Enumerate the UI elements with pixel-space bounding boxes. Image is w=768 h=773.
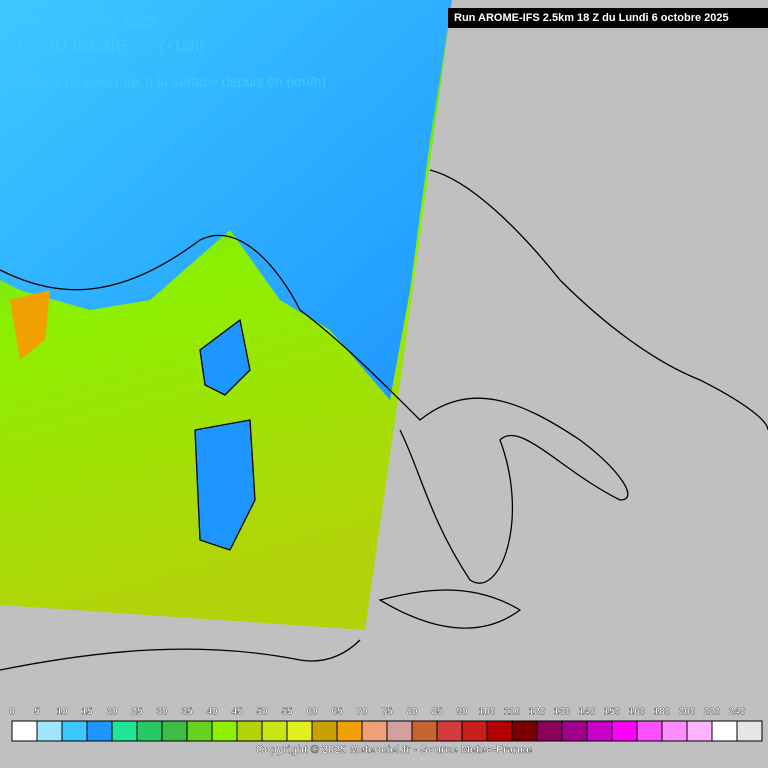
legend-label: 85 (431, 707, 443, 718)
time: 12:00 locale (14, 34, 127, 57)
legend-label: 240 (729, 707, 746, 718)
legend-label: 90 (456, 707, 468, 718)
copyright: Copyright © 2025 Meteociel.fr - Source M… (256, 744, 532, 756)
legend-swatch (136, 720, 163, 742)
legend-swatch (486, 720, 513, 742)
legend-swatch (736, 720, 763, 742)
legend-label: 70 (356, 707, 368, 718)
legend-swatch (536, 720, 563, 742)
legend-label: 80 (406, 707, 418, 718)
run-box (448, 8, 768, 28)
legend-swatch (236, 720, 263, 742)
legend-swatch (311, 720, 338, 742)
legend-swatch (211, 720, 238, 742)
coastlines (0, 169, 768, 671)
legend-label: 100 (479, 707, 496, 718)
legend-swatch (161, 720, 188, 742)
legend-label: 160 (629, 707, 646, 718)
legend-swatch (111, 720, 138, 742)
legend-swatch (386, 720, 413, 742)
legend-swatch (436, 720, 463, 742)
legend-label: 45 (231, 707, 243, 718)
legend-label: 65 (331, 707, 343, 718)
legend-swatch (361, 720, 388, 742)
legend-label: 140 (579, 707, 596, 718)
legend-label: 10 (56, 707, 68, 718)
legend-swatch (511, 720, 538, 742)
date: Mardi 7 octobre 2025 (14, 13, 156, 30)
legend-label: 15 (81, 707, 93, 718)
legend-label: 220 (704, 707, 721, 718)
legend-swatch (661, 720, 688, 742)
legend-swatch (286, 720, 313, 742)
corsica (200, 320, 250, 395)
legend-swatch (336, 720, 363, 742)
legend-label: 60 (306, 707, 318, 718)
run: Run AROME-IFS 2.5km 18 Z du Lundi 6 octo… (454, 12, 729, 24)
legend-label: 200 (679, 707, 696, 718)
legend-swatch (711, 720, 738, 742)
legend-swatch (11, 720, 38, 742)
legend-label: 150 (604, 707, 621, 718)
legend-swatch (186, 720, 213, 742)
legend-label: 40 (206, 707, 218, 718)
legend-swatch (86, 720, 113, 742)
legend-swatch (611, 720, 638, 742)
legend-label: 110 (504, 707, 521, 718)
legend-label: 30 (156, 707, 168, 718)
parameter: Rafales de vent max à la surface depuis … (14, 74, 326, 90)
legend-swatch (586, 720, 613, 742)
legend-swatch (636, 720, 663, 742)
sardinia (195, 420, 255, 550)
land-gusts (0, 0, 452, 400)
legend-label: 35 (181, 707, 193, 718)
legend-label: 180 (654, 707, 671, 718)
legend-label: 25 (131, 707, 143, 718)
legend: 0 5 10 15 20 25 30 35 40 45 50 55 60 65 70 75 80 85 90 100 1… (9, 706, 763, 742)
legend-label: 130 (554, 707, 571, 718)
legend-swatch (36, 720, 63, 742)
legend-label: 75 (381, 707, 393, 718)
legend-label: 20 (106, 707, 118, 718)
legend-swatch (561, 720, 588, 742)
legend-label: 5 (34, 707, 40, 718)
legend-label: 55 (281, 707, 293, 718)
legend-swatch (61, 720, 88, 742)
lead: (+16h) (160, 38, 204, 55)
gust-area (10, 290, 50, 360)
legend-swatch (261, 720, 288, 742)
legend-label: 120 (529, 707, 546, 718)
legend-label: 0 (9, 707, 15, 718)
legend-swatch (411, 720, 438, 742)
legend-label: 50 (256, 707, 268, 718)
legend-swatch (686, 720, 713, 742)
legend-swatch (461, 720, 488, 742)
